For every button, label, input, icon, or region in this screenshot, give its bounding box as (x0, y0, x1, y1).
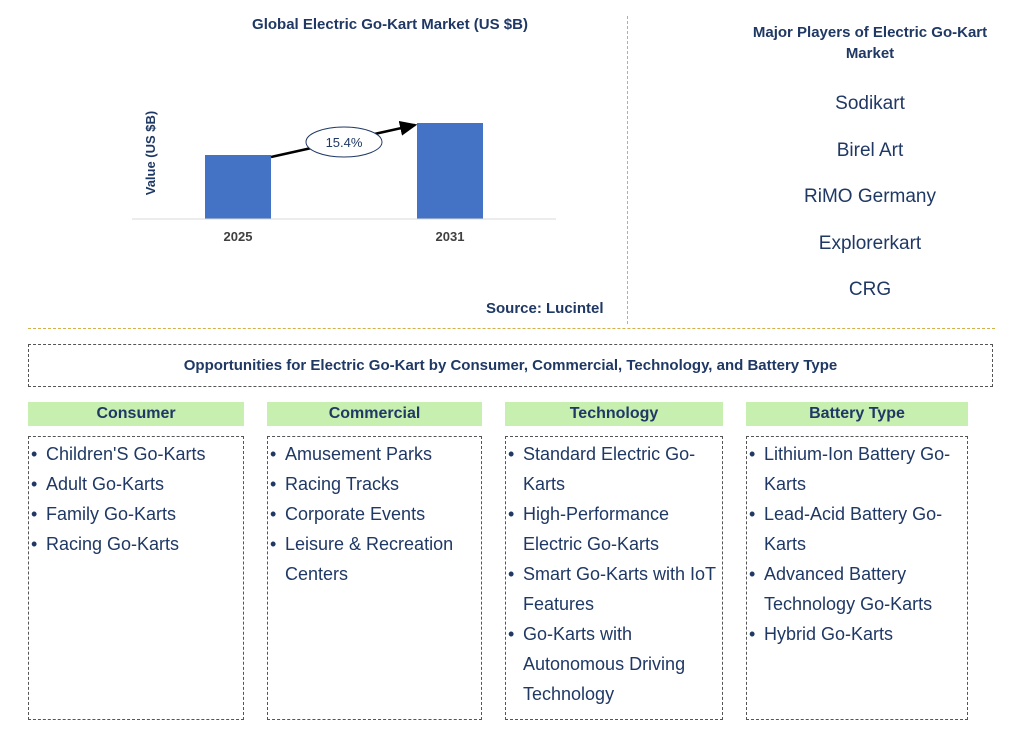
opportunities-title: Opportunities for Electric Go-Kart by Co… (28, 344, 993, 387)
category-item: Standard Electric Go-Karts (506, 439, 720, 499)
bar-2031 (417, 123, 483, 219)
growth-rate-badge (305, 126, 383, 158)
category-box-commercial: Amusement ParksRacing TracksCorporate Ev… (267, 436, 482, 720)
category-box-battery-type: Lithium-Ion Battery Go-KartsLead-Acid Ba… (746, 436, 968, 720)
category-header-commercial: Commercial (267, 402, 482, 426)
category-item: Racing Go-Karts (29, 529, 241, 559)
category-item: High-Performance Electric Go-Karts (506, 499, 720, 559)
bar-chart: Value (US $B) 2025 2031 15.4% (132, 111, 556, 244)
horizontal-divider (28, 328, 995, 329)
players-title: Major Players of Electric Go-Kart Market (752, 24, 988, 62)
bar-2025 (205, 155, 271, 219)
player-item: CRG (848, 279, 892, 300)
y-axis-label: Value (US $B) (143, 111, 158, 196)
category-item: Hybrid Go-Karts (747, 619, 965, 649)
category-header-consumer: Consumer (28, 402, 244, 426)
category-item: Amusement Parks (268, 439, 479, 469)
category-header-technology: Technology (505, 402, 723, 426)
category-item: Lead-Acid Battery Go-Karts (747, 499, 965, 559)
category-item: Advanced Battery Technology Go-Karts (747, 559, 965, 619)
category-box-technology: Standard Electric Go-KartsHigh-Performan… (505, 436, 723, 720)
category-item: Smart Go-Karts with IoT Features (506, 559, 720, 619)
x-tick-label: 2031 (436, 229, 465, 244)
x-tick-label: 2025 (224, 229, 253, 244)
category-item: Children'S Go-Karts (29, 439, 241, 469)
category-box-consumer: Children'S Go-KartsAdult Go-KartsFamily … (28, 436, 244, 720)
player-item: RiMO Germany (804, 186, 936, 207)
category-item: Racing Tracks (268, 469, 479, 499)
category-item: Go-Karts with Autonomous Driving Technol… (506, 619, 720, 709)
growth-rate-label: 15.4% (326, 135, 363, 150)
category-item: Corporate Events (268, 499, 479, 529)
category-item: Lithium-Ion Battery Go-Karts (747, 439, 965, 499)
vertical-divider (627, 16, 628, 324)
player-item: Explorerkart (818, 232, 922, 254)
category-item: Adult Go-Karts (29, 469, 241, 499)
category-item: Leisure & Recreation Centers (268, 529, 479, 589)
player-item: Birel Art (836, 139, 904, 161)
source-label: Source: Lucintel (486, 300, 604, 317)
player-item: Sodikart (835, 93, 905, 114)
category-header-battery-type: Battery Type (746, 402, 968, 426)
players-list: Sodikart Birel Art RiMO Germany Explorerkar… (745, 90, 995, 323)
category-item: Family Go-Karts (29, 499, 241, 529)
chart-title: Global Electric Go-Kart Market (US $B) (252, 16, 528, 33)
